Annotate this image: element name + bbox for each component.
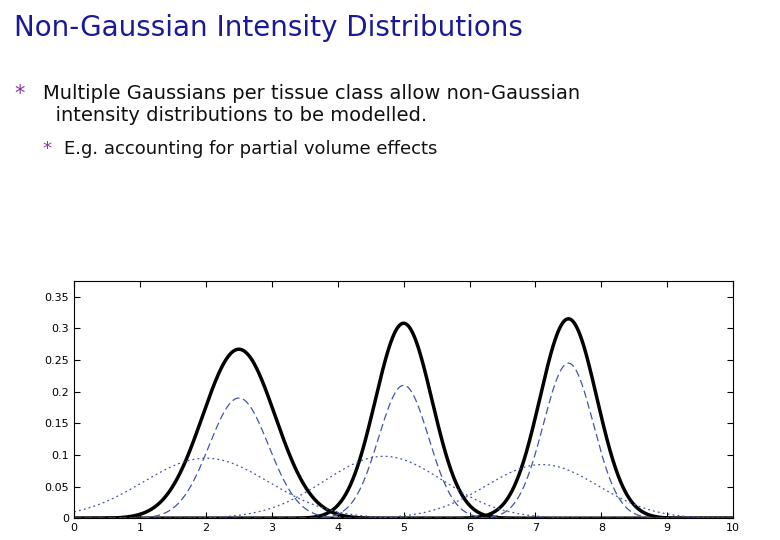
Text: Non-Gaussian Intensity Distributions: Non-Gaussian Intensity Distributions (14, 14, 523, 42)
Text: *: * (43, 140, 52, 158)
Text: E.g. accounting for partial volume effects: E.g. accounting for partial volume effec… (64, 140, 438, 158)
Text: Multiple Gaussians per tissue class allow non-Gaussian
  intensity distributions: Multiple Gaussians per tissue class allo… (43, 84, 580, 125)
Text: *: * (14, 84, 24, 104)
